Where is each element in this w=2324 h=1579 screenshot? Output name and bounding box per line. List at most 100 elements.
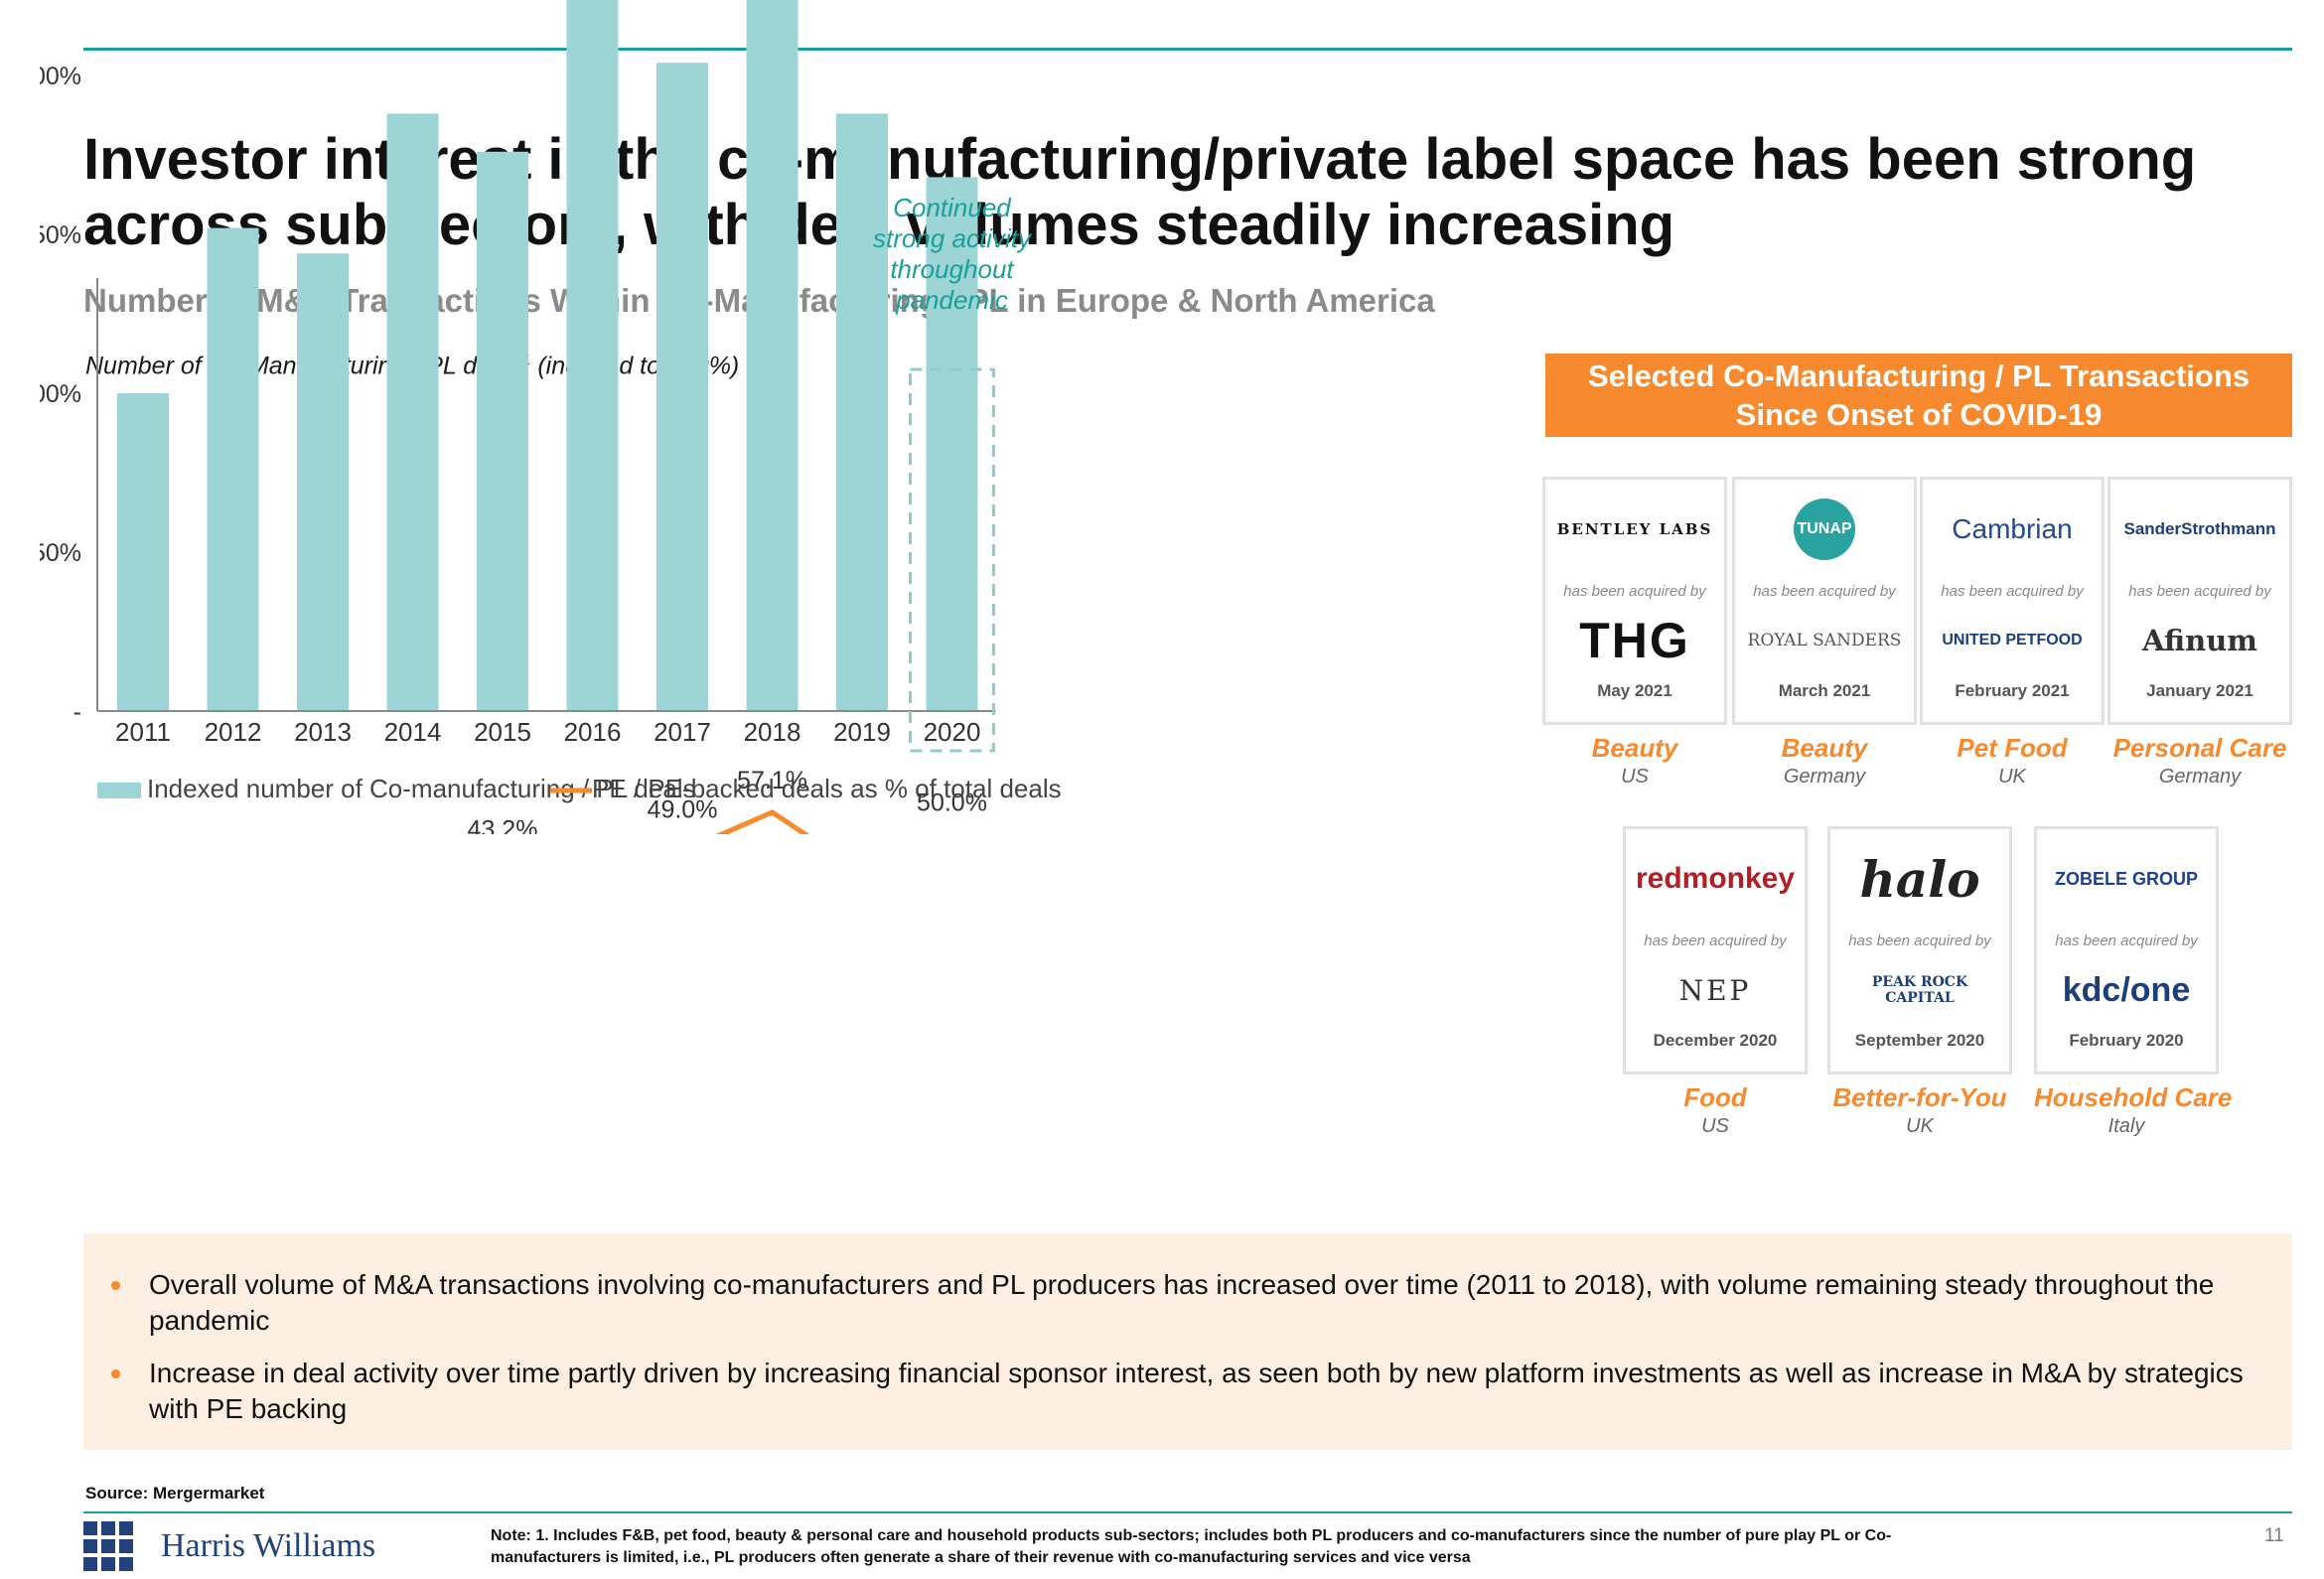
deal-target-logo: ZOBELE GROUP: [2037, 829, 2216, 929]
page-number: 11: [2264, 1525, 2284, 1546]
deal-target-logo: BENTLEY LABS: [1545, 480, 1724, 579]
bar-2015: [477, 151, 528, 712]
deal-acquirer-logo: Afinum: [2110, 600, 2289, 681]
acquired-by-label: has been acquired by: [1753, 583, 1896, 600]
takeaway-bullet: Increase in deal activity over time part…: [111, 1356, 2252, 1427]
deal-sector: Beauty: [1591, 733, 1678, 763]
deal-sector: Household Care: [2034, 1082, 2233, 1112]
deal-acquirer-logo: PEAK ROCK CAPITAL: [1830, 949, 2009, 1031]
y-tick-label: -: [73, 698, 81, 726]
deal-acquirer-logo: UNITED PETFOOD: [1923, 600, 2102, 681]
bar-2013: [297, 253, 349, 711]
logo-text: Harris Williams: [161, 1527, 376, 1564]
x-tick-label: 2018: [744, 717, 801, 747]
annotation-line: throughout: [890, 254, 1015, 284]
deal-sector: Food: [1683, 1082, 1747, 1112]
deal-card-body: BENTLEY LABS has been acquired by THG Ma…: [1542, 477, 1727, 725]
x-tick-label: 2011: [115, 717, 171, 747]
bar-2011: [117, 393, 169, 711]
top-divider: [83, 48, 2292, 51]
acquired-by-label: has been acquired by: [1563, 583, 1706, 600]
x-tick-label: 2012: [205, 717, 262, 747]
bar-2017: [656, 63, 708, 711]
legend-bar-swatch: [97, 783, 141, 798]
deal-card-body: redmonkey has been acquired by NEP Decem…: [1623, 826, 1808, 1075]
deal-geography: US: [1621, 766, 1649, 788]
deal-target-logo: redmonkey: [1626, 829, 1805, 929]
deal-date: March 2021: [1778, 681, 1871, 700]
y-axis: -50%100%150%200%250%: [40, 63, 81, 726]
bar-2016: [566, 0, 619, 711]
tunap-logo: TUNAP: [1794, 499, 1855, 560]
y-tick-label: 200%: [40, 63, 81, 90]
deals-panel-header: Selected Co-Manufacturing / PL Transacti…: [1545, 354, 2292, 437]
cambrian-logo: Cambrian: [1952, 513, 2073, 544]
line-data-labels: 16.0%23.7%30.6%34.0%43.2%36.8%49.0%57.1%…: [468, 767, 987, 834]
key-takeaways-box: Overall volume of M&A transactions invol…: [83, 1233, 2292, 1450]
deal-geography: Germany: [1783, 766, 1866, 788]
deal-card-halo: halo has been acquired by PEAK ROCK CAPI…: [1827, 826, 2012, 1138]
source-note: Source: Mergermarket: [85, 1484, 265, 1503]
deal-date: December 2020: [1653, 1031, 1778, 1050]
harris-williams-logo: Harris Williams: [83, 1521, 375, 1571]
bottom-divider: [83, 1511, 2292, 1513]
annotation-line: pandemic: [895, 285, 1008, 315]
bar-2012: [207, 227, 259, 711]
acquired-by-label: has been acquired by: [1941, 583, 2084, 600]
pe-share-line: [715, 809, 810, 834]
deal-geography: US: [1701, 1115, 1729, 1137]
deal-geography: UK: [1998, 766, 2026, 788]
highlight-2020-box: [909, 367, 995, 753]
deal-target-logo: TUNAP: [1735, 480, 1914, 579]
deal-acquirer-logo: kdc/one: [2037, 949, 2216, 1031]
bar-2020: [926, 177, 978, 711]
x-tick-label: 2020: [924, 717, 981, 747]
kdc-one-logo: kdc/one: [2062, 970, 2191, 1009]
y-tick-label: 150%: [40, 221, 81, 249]
takeaway-text: Increase in deal activity over time part…: [149, 1358, 2244, 1424]
deal-card-body: TUNAP has been acquired by ROYAL SANDERS…: [1732, 477, 1917, 725]
deal-card-tunap: TUNAP has been acquired by ROYAL SANDERS…: [1732, 477, 1917, 789]
deal-sector: Personal Care: [2112, 733, 2287, 763]
deal-card-redmonkey: redmonkey has been acquired by NEP Decem…: [1623, 826, 1808, 1138]
annotation-line: Continued: [893, 193, 1012, 222]
deal-geography: UK: [1906, 1115, 1934, 1137]
deal-date: February 2020: [2069, 1031, 2184, 1050]
bar-series: [117, 0, 978, 712]
line-data-label: 49.0%: [648, 795, 718, 823]
united-petfood-logo: UNITED PETFOOD: [1942, 632, 2083, 648]
x-tick-label: 2013: [294, 717, 352, 747]
deal-date: September 2020: [1854, 1031, 1985, 1050]
deal-sector: Beauty: [1781, 733, 1868, 763]
takeaway-text: Overall volume of M&A transactions invol…: [149, 1269, 2215, 1336]
y-tick-label: 100%: [40, 380, 81, 408]
deal-target-logo: Cambrian: [1923, 480, 2102, 579]
bar-2018: [746, 0, 799, 712]
bar-2014: [386, 113, 439, 711]
deal-acquirer-logo: NEP: [1626, 949, 1805, 1031]
deal-acquirer-logo: THG: [1545, 600, 1724, 681]
bar-2019: [836, 113, 888, 711]
deal-card-body: ZOBELE GROUP has been acquired by kdc/on…: [2034, 826, 2219, 1075]
line-data-label: 50.0%: [917, 790, 987, 817]
deal-geography: Germany: [2158, 766, 2242, 788]
line-series: [715, 809, 810, 834]
logo-grid-icon: [83, 1521, 133, 1571]
acquired-by-label: has been acquired by: [2055, 933, 2198, 949]
legend-line-label: PE / PE-backed deals as % of total deals: [592, 774, 1062, 803]
chart-annotation: Continued strong activity throughout pandem…: [873, 193, 1033, 315]
deal-card-cambrian: Cambrian has been acquired by UNITED PET…: [1920, 477, 2105, 789]
bullet-dot-icon: [111, 1369, 120, 1378]
y-tick-label: 50%: [40, 539, 81, 567]
acquired-by-label: has been acquired by: [2128, 583, 2271, 600]
nep-logo: NEP: [1678, 973, 1752, 1007]
acquired-by-label: has been acquired by: [1644, 933, 1787, 949]
deal-sector: Pet Food: [1957, 733, 2068, 763]
deal-date: May 2021: [1597, 681, 1672, 700]
x-tick-label: 2014: [384, 717, 442, 747]
peak-rock-capital-logo: PEAK ROCK CAPITAL: [1871, 974, 1968, 1006]
takeaway-bullet: Overall volume of M&A transactions invol…: [111, 1267, 2252, 1339]
deal-date: February 2021: [1955, 681, 2070, 700]
legend-bar-label: Indexed number of Co-manufacturing / PL …: [147, 774, 696, 803]
footnote: Note: 1. Includes F&B, pet food, beauty …: [491, 1527, 1892, 1566]
